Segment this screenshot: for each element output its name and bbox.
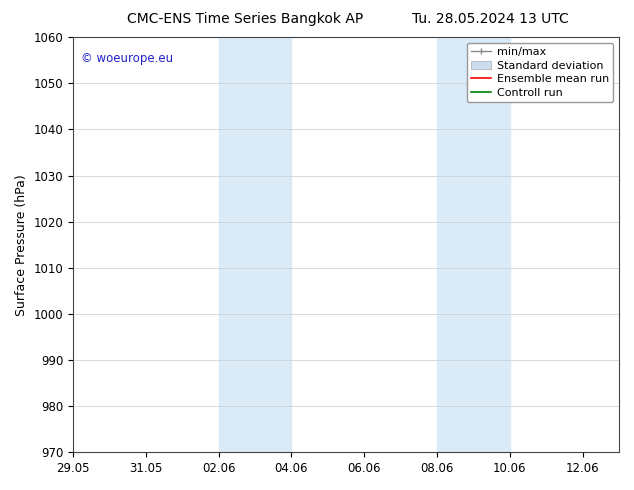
- Legend: min/max, Standard deviation, Ensemble mean run, Controll run: min/max, Standard deviation, Ensemble me…: [467, 43, 614, 102]
- Y-axis label: Surface Pressure (hPa): Surface Pressure (hPa): [15, 174, 28, 316]
- Bar: [219, 37, 292, 452]
- Bar: [437, 37, 510, 452]
- Text: © woeurope.eu: © woeurope.eu: [81, 51, 173, 65]
- Text: CMC-ENS Time Series Bangkok AP: CMC-ENS Time Series Bangkok AP: [127, 12, 363, 26]
- Text: Tu. 28.05.2024 13 UTC: Tu. 28.05.2024 13 UTC: [412, 12, 569, 26]
